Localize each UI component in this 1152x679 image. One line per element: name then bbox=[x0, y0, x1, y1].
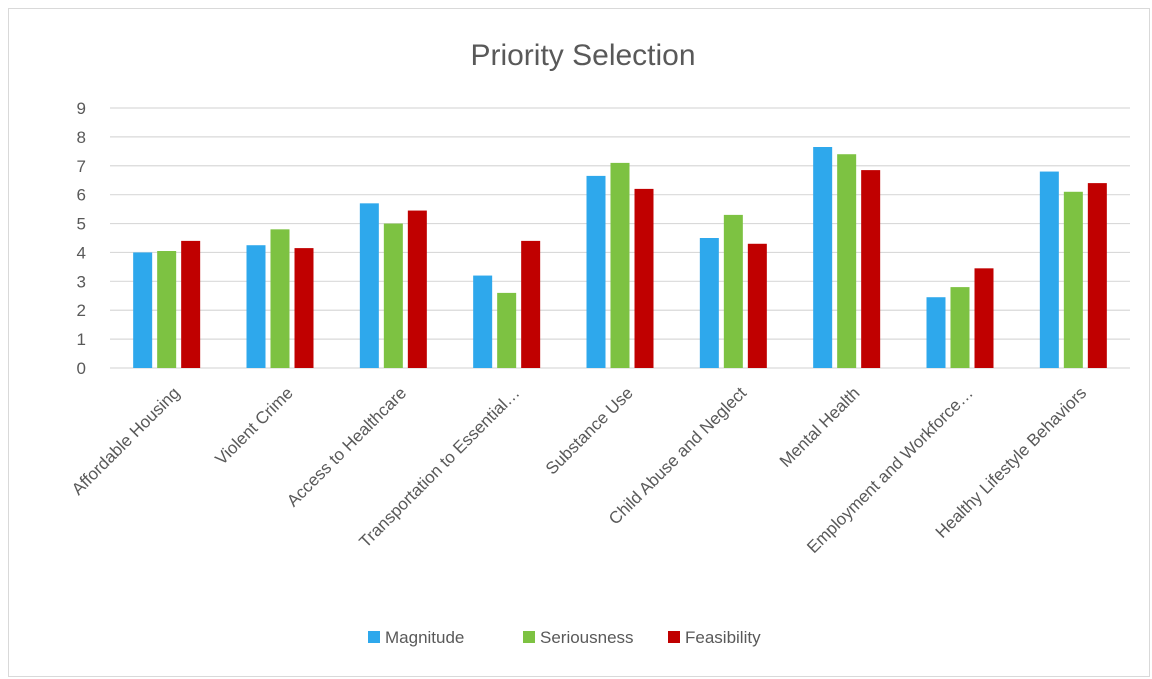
x-category-label: Substance Use bbox=[542, 383, 637, 478]
bar-feasibility bbox=[181, 240, 201, 368]
bar-feasibility bbox=[521, 240, 541, 368]
bar-seriousness bbox=[383, 223, 403, 368]
legend-label-seriousness: Seriousness bbox=[540, 628, 634, 647]
bar-magnitude bbox=[473, 275, 493, 368]
y-tick-label: 8 bbox=[77, 128, 86, 147]
y-tick-label: 2 bbox=[77, 301, 86, 320]
y-tick-label: 4 bbox=[77, 243, 86, 262]
legend-label-feasibility: Feasibility bbox=[685, 628, 761, 647]
x-category-label: Mental Health bbox=[776, 383, 864, 471]
bars-layer bbox=[133, 147, 1107, 368]
x-category-label: Affordable Housing bbox=[68, 383, 183, 498]
bar-magnitude bbox=[1039, 171, 1059, 368]
bar-seriousness bbox=[950, 287, 970, 368]
legend-swatch-feasibility bbox=[668, 631, 680, 643]
bar-magnitude bbox=[813, 147, 833, 368]
legend-label-magnitude: Magnitude bbox=[385, 628, 464, 647]
y-tick-label: 1 bbox=[77, 330, 86, 349]
y-tick-label: 5 bbox=[77, 215, 86, 234]
y-tick-label: 7 bbox=[77, 157, 86, 176]
bar-seriousness bbox=[497, 292, 517, 368]
bar-seriousness bbox=[1063, 191, 1083, 368]
legend-swatch-seriousness bbox=[523, 631, 535, 643]
bar-seriousness bbox=[837, 154, 857, 368]
y-tick-label: 9 bbox=[77, 99, 86, 118]
legend: Magnitude Seriousness Feasibility bbox=[368, 628, 761, 647]
bar-seriousness bbox=[610, 162, 630, 368]
bar-feasibility bbox=[861, 170, 881, 368]
bar-feasibility bbox=[407, 210, 427, 368]
bar-magnitude bbox=[699, 238, 719, 368]
bar-magnitude bbox=[359, 203, 379, 368]
legend-swatch-magnitude bbox=[368, 631, 380, 643]
bar-magnitude bbox=[926, 297, 946, 368]
bar-feasibility bbox=[974, 268, 994, 368]
x-category-label: Violent Crime bbox=[211, 383, 296, 468]
chart-title: Priority Selection bbox=[470, 39, 695, 72]
bar-magnitude bbox=[586, 175, 606, 368]
bar-seriousness bbox=[723, 214, 743, 368]
bar-magnitude bbox=[246, 245, 266, 368]
y-tick-label: 0 bbox=[77, 359, 86, 378]
x-category-label: Access to Healthcare bbox=[283, 383, 410, 510]
y-axis-ticks: 0 1 2 3 4 5 6 7 8 9 bbox=[77, 99, 86, 378]
bar-feasibility bbox=[747, 243, 767, 368]
bar-feasibility bbox=[634, 188, 654, 368]
bar-seriousness bbox=[270, 229, 290, 368]
bar-feasibility bbox=[294, 248, 314, 368]
y-tick-label: 6 bbox=[77, 186, 86, 205]
bar-feasibility bbox=[1087, 183, 1107, 368]
bar-magnitude bbox=[133, 252, 153, 368]
bar-seriousness bbox=[157, 251, 177, 368]
y-tick-label: 3 bbox=[77, 272, 86, 291]
